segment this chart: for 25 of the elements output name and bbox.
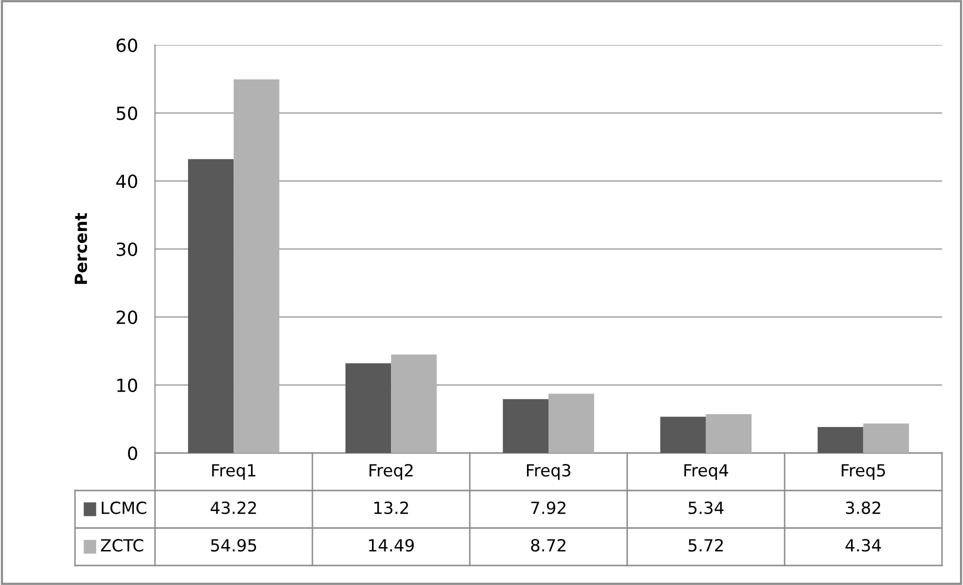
- data-label: 54.95: [211, 538, 256, 552]
- data-label: 4.34: [846, 538, 881, 552]
- data-label: 43.22: [210, 501, 256, 514]
- y-tick-label: 30: [116, 242, 138, 256]
- data-label: 14.49: [369, 538, 414, 552]
- y-tick-label: 10: [117, 378, 138, 392]
- x-tick-label: Freq4: [684, 464, 728, 480]
- x-tick-label: Freq2: [370, 464, 413, 480]
- y-tick-label: 60: [116, 38, 138, 52]
- data-label: 5.72: [688, 538, 723, 552]
- data-label: 13.2: [374, 501, 408, 514]
- legend-label: LCMC: [102, 501, 146, 514]
- data-label: 8.72: [531, 538, 566, 552]
- y-tick-label: 40: [116, 174, 138, 188]
- y-tick-label: 20: [116, 310, 138, 324]
- y-axis-title: Percent: [74, 213, 88, 284]
- data-label: 5.34: [688, 501, 724, 514]
- legend-label: ZCTC: [100, 538, 144, 552]
- y-tick-label: 0: [128, 446, 138, 460]
- data-label: 3.82: [846, 501, 880, 514]
- x-tick-label: Freq5: [842, 464, 885, 480]
- data-label: 7.92: [531, 501, 566, 514]
- y-tick-label: 50: [116, 106, 138, 120]
- x-tick-label: Freq1: [212, 464, 256, 480]
- x-tick-label: Freq3: [526, 464, 570, 480]
